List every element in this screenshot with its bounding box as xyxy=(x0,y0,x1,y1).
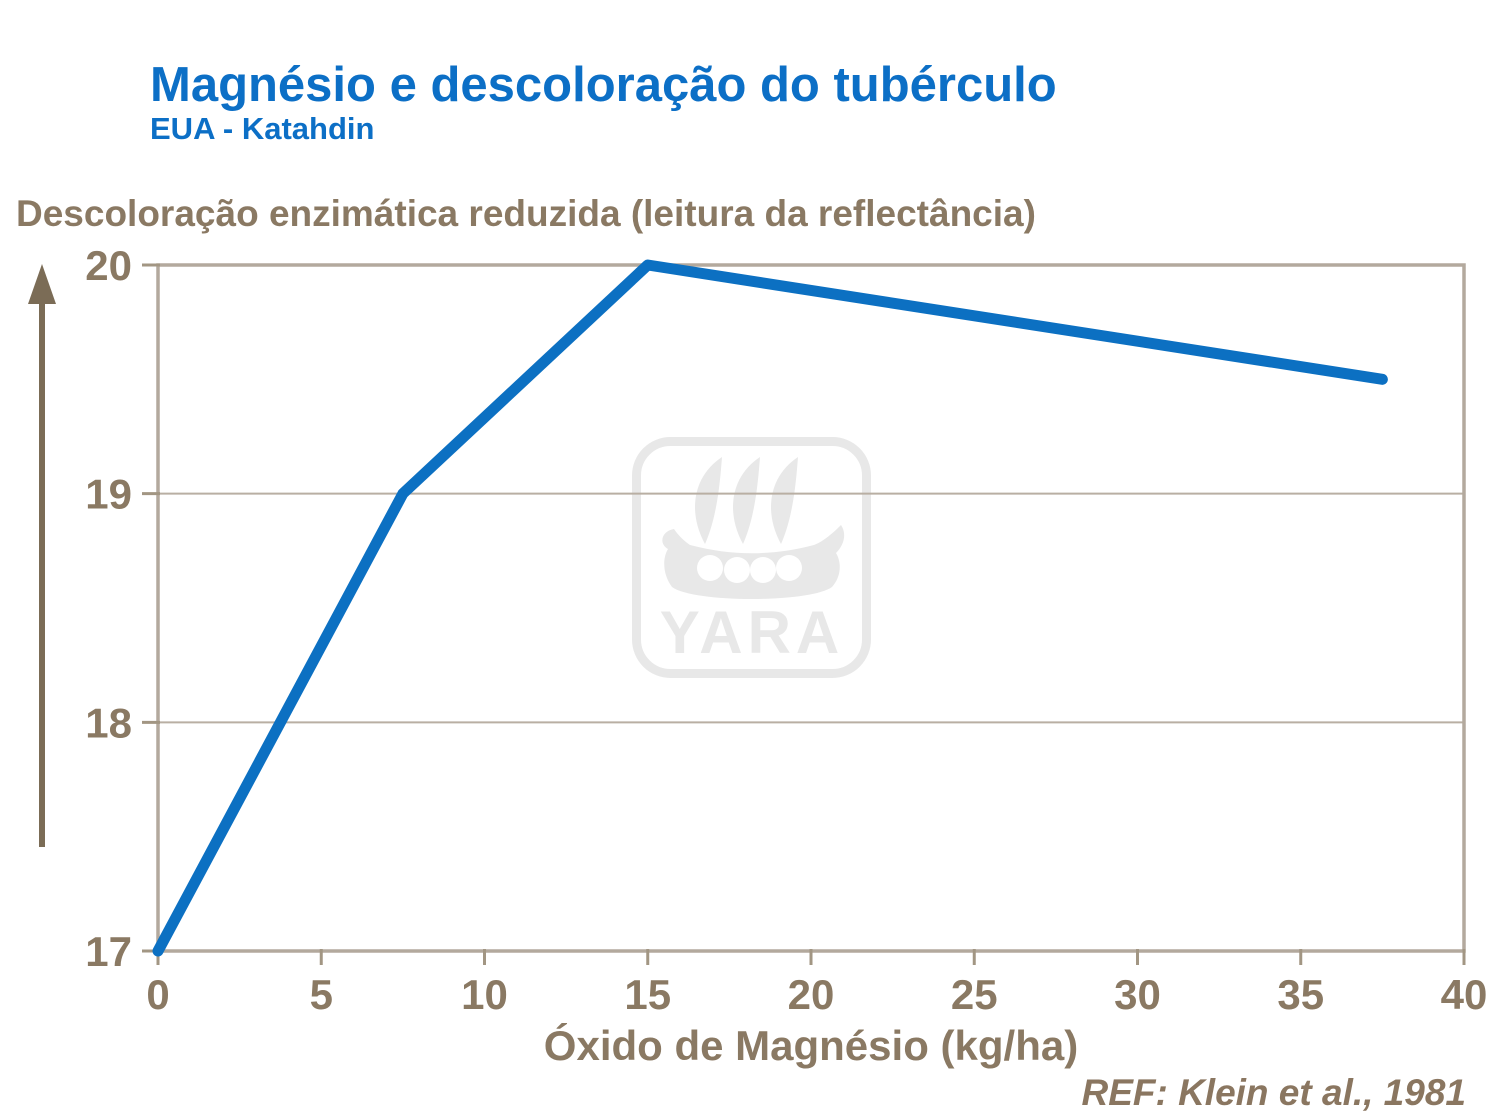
y-axis-ticks: 17 18 19 20 xyxy=(85,242,160,975)
sail-icon xyxy=(732,457,760,544)
ship-hull-icon xyxy=(662,525,845,599)
x-tick-label: 30 xyxy=(1114,971,1161,1018)
x-tick-label: 0 xyxy=(146,971,169,1018)
y-axis-title: Descoloração enzimática reduzida (leitur… xyxy=(16,193,1036,234)
data-series-line xyxy=(152,259,1388,957)
watermark-label: YARA xyxy=(660,599,845,666)
x-tick-label: 5 xyxy=(310,971,333,1018)
x-tick-label: 20 xyxy=(788,971,835,1018)
x-axis-ticks: 0 5 10 15 20 25 30 35 40 xyxy=(146,949,1487,1018)
yara-watermark-icon: YARA xyxy=(632,437,871,678)
sail-icon xyxy=(694,457,722,544)
chart-subtitle: EUA - Katahdin xyxy=(150,111,375,146)
sail-icon xyxy=(770,457,798,544)
x-tick-label: 25 xyxy=(951,971,998,1018)
x-tick-label: 10 xyxy=(461,971,508,1018)
x-tick-label: 40 xyxy=(1441,971,1488,1018)
y-tick-label: 20 xyxy=(85,242,132,289)
y-tick-label: 18 xyxy=(85,699,132,746)
y-tick-label: 19 xyxy=(85,471,132,518)
chart-title: Magnésio e descoloração do tubérculo xyxy=(150,58,1057,112)
y-axis-arrow-icon xyxy=(28,264,56,847)
reference-citation: REF: Klein et al., 1981 xyxy=(1081,1072,1466,1113)
x-axis-title: Óxido de Magnésio (kg/ha) xyxy=(543,1022,1079,1069)
y-tick-label: 17 xyxy=(85,928,132,975)
watermark-border xyxy=(632,437,871,678)
x-tick-label: 15 xyxy=(624,971,671,1018)
x-tick-label: 35 xyxy=(1277,971,1324,1018)
